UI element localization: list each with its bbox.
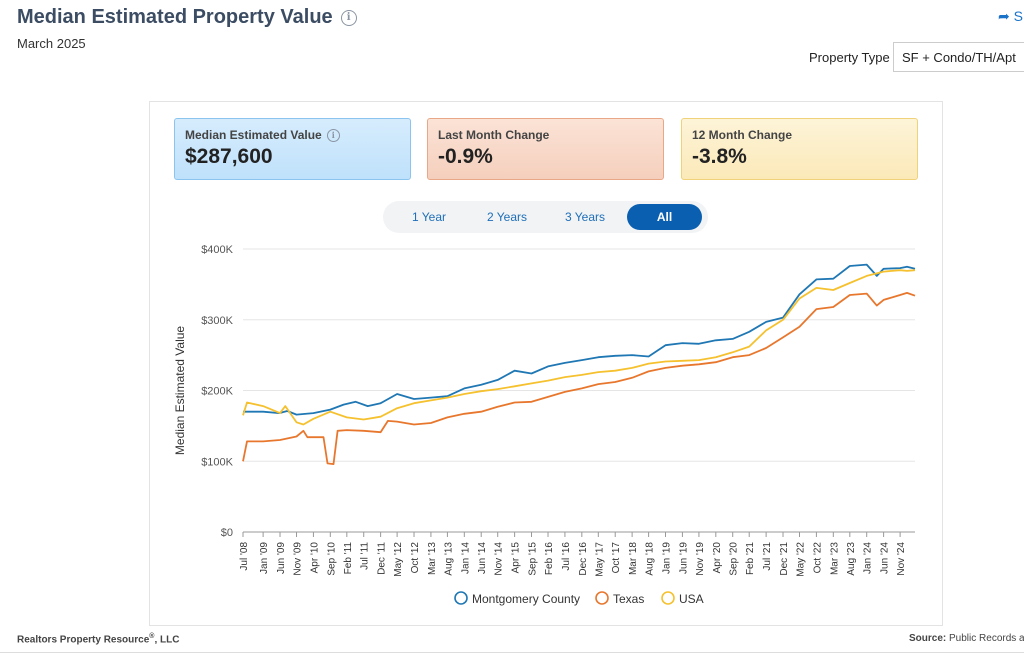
footer-company: Realtors Property Resource — [17, 634, 150, 646]
y-tick-label: $300K — [201, 315, 233, 327]
x-tick-label: Apr '10 — [309, 542, 320, 574]
x-tick-label: Feb '11 — [343, 542, 354, 575]
page-title-text: Median Estimated Property Value — [17, 6, 333, 28]
x-tick-label: Feb '16 — [544, 542, 555, 575]
x-tick-label: May '12 — [393, 542, 404, 577]
registered-mark: ® — [149, 633, 155, 640]
info-icon[interactable]: i — [340, 9, 357, 26]
x-tick-label: Jul '21 — [762, 542, 773, 571]
footer-company-suffix: , LLC — [154, 634, 180, 646]
x-tick-label: Jun '19 — [678, 542, 689, 574]
legend-label: Texas — [613, 592, 644, 606]
x-tick-label: Jul '16 — [561, 542, 572, 571]
median-value: $287,600 — [185, 145, 273, 168]
y-tick-label: $200K — [201, 386, 233, 398]
legend-marker — [595, 591, 609, 605]
x-tick-label: Sep '10 — [326, 542, 337, 576]
tab-3-years[interactable]: 3 Years — [564, 210, 606, 224]
share-icon: ➦ — [998, 8, 1010, 24]
tab-2-years[interactable]: 2 Years — [486, 210, 528, 224]
x-tick-label: Nov '09 — [293, 542, 304, 576]
footer-source: Source: Public Records a — [909, 633, 1024, 644]
y-tick-label: $100K — [201, 456, 233, 468]
x-tick-label: Oct '17 — [611, 542, 622, 574]
info-icon[interactable]: i — [326, 128, 340, 142]
x-tick-label: Dec '21 — [779, 542, 790, 576]
footer-copyright: Realtors Property Resource®, LLC — [17, 633, 179, 645]
x-tick-label: Jan '24 — [863, 542, 874, 574]
x-tick-label: Sep '20 — [729, 542, 740, 576]
x-tick-label: Jan '09 — [259, 542, 270, 574]
report-date: March 2025 — [17, 36, 86, 51]
legend-marker — [454, 591, 468, 605]
tab-1-year[interactable]: 1 Year — [411, 210, 447, 224]
y-tick-label: $400K — [201, 244, 233, 256]
x-tick-label: Dec '11 — [377, 542, 388, 575]
x-tick-label: Aug '13 — [443, 542, 454, 576]
x-tick-label: Nov '24 — [896, 542, 907, 576]
x-tick-label: Nov '19 — [695, 542, 706, 576]
property-type-select[interactable]: SF + Condo/TH/Apt — [893, 42, 1024, 72]
x-tick-label: Jun '09 — [276, 542, 287, 574]
legend-label: Montgomery County — [472, 592, 580, 606]
y-axis-label: Median Estimated Value — [173, 326, 187, 456]
x-tick-label: Jul '11 — [360, 542, 371, 570]
median-value-label: Median Estimated Value — [185, 128, 322, 142]
x-tick-label: Sep '15 — [528, 542, 539, 576]
y-tick-label: $0 — [221, 527, 233, 539]
share-button[interactable]: ➦ S — [998, 8, 1023, 25]
series-line-usa — [242, 269, 916, 426]
twelve-month-change-value: -3.8% — [692, 145, 747, 168]
x-tick-label: Mar '23 — [829, 542, 840, 575]
x-tick-label: Jul '08 — [239, 542, 250, 571]
median-value-card: Median Estimated Value i $287,600 — [174, 118, 411, 180]
x-tick-label: Aug '18 — [645, 542, 656, 576]
x-tick-label: Jan '19 — [662, 542, 673, 574]
x-tick-label: Jun '24 — [880, 542, 891, 574]
x-tick-label: Apr '15 — [511, 542, 522, 574]
x-tick-label: Nov '14 — [494, 542, 505, 576]
tab-all[interactable]: All — [627, 204, 702, 230]
legend-label: USA — [679, 592, 704, 606]
source-text: Public Records a — [949, 633, 1024, 644]
x-tick-label: Feb '21 — [745, 542, 756, 575]
source-label: Source: — [909, 633, 947, 644]
range-tabs: 1 Year 2 Years 3 Years All — [383, 201, 708, 233]
chart-panel — [149, 101, 943, 626]
x-tick-label: May '22 — [796, 542, 807, 577]
x-tick-label: Oct '12 — [410, 542, 421, 574]
property-type-label: Property Type — [809, 50, 890, 65]
x-tick-label: May '17 — [594, 542, 605, 577]
x-tick-label: Oct '22 — [812, 542, 823, 574]
x-tick-label: Dec '16 — [578, 542, 589, 576]
x-tick-label: Aug '23 — [846, 542, 857, 576]
twelve-month-change-label: 12 Month Change — [692, 128, 793, 142]
x-tick-label: Mar '13 — [427, 542, 438, 575]
share-label: S — [1013, 8, 1023, 24]
page-title: Median Estimated Property Value i — [17, 6, 357, 29]
median-value-card-label-row: Median Estimated Value i — [185, 128, 400, 142]
last-month-change-card: Last Month Change -0.9% — [427, 118, 664, 180]
legend-marker — [661, 591, 675, 605]
x-tick-label: Mar '18 — [628, 542, 639, 575]
x-tick-label: Jan '14 — [460, 542, 471, 574]
last-month-change-value: -0.9% — [438, 145, 493, 168]
twelve-month-change-card: 12 Month Change -3.8% — [681, 118, 918, 180]
series-line-texas — [242, 292, 916, 465]
x-tick-label: Apr '20 — [712, 542, 723, 574]
series-line-montgomery-county — [243, 263, 916, 416]
x-tick-label: Jun '14 — [477, 542, 488, 574]
last-month-change-label: Last Month Change — [438, 128, 550, 142]
